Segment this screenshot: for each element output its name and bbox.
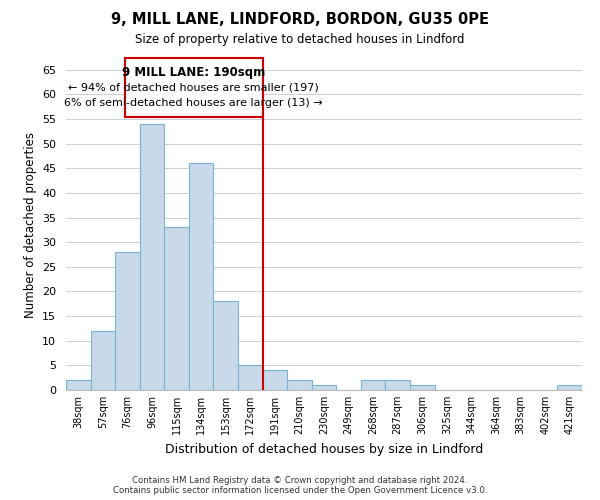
Bar [189,164,214,390]
Bar [263,370,287,390]
Bar [140,124,164,390]
Y-axis label: Number of detached properties: Number of detached properties [23,132,37,318]
Bar [66,380,91,390]
Text: Contains HM Land Registry data © Crown copyright and database right 2024.
Contai: Contains HM Land Registry data © Crown c… [113,476,487,495]
Text: 9, MILL LANE, LINDFORD, BORDON, GU35 0PE: 9, MILL LANE, LINDFORD, BORDON, GU35 0PE [111,12,489,28]
Bar [214,302,238,390]
Text: 6% of semi-detached houses are larger (13) →: 6% of semi-detached houses are larger (1… [64,98,323,108]
X-axis label: Distribution of detached houses by size in Lindford: Distribution of detached houses by size … [165,442,483,456]
Bar [385,380,410,390]
FancyBboxPatch shape [125,58,263,116]
Bar [361,380,385,390]
Bar [238,366,263,390]
Bar [287,380,312,390]
Bar [557,385,582,390]
Bar [410,385,434,390]
Bar [164,228,189,390]
Text: Size of property relative to detached houses in Lindford: Size of property relative to detached ho… [135,32,465,46]
Bar [91,331,115,390]
Text: ← 94% of detached houses are smaller (197): ← 94% of detached houses are smaller (19… [68,82,319,92]
Bar [312,385,336,390]
Bar [115,252,140,390]
Text: 9 MILL LANE: 190sqm: 9 MILL LANE: 190sqm [122,66,265,80]
